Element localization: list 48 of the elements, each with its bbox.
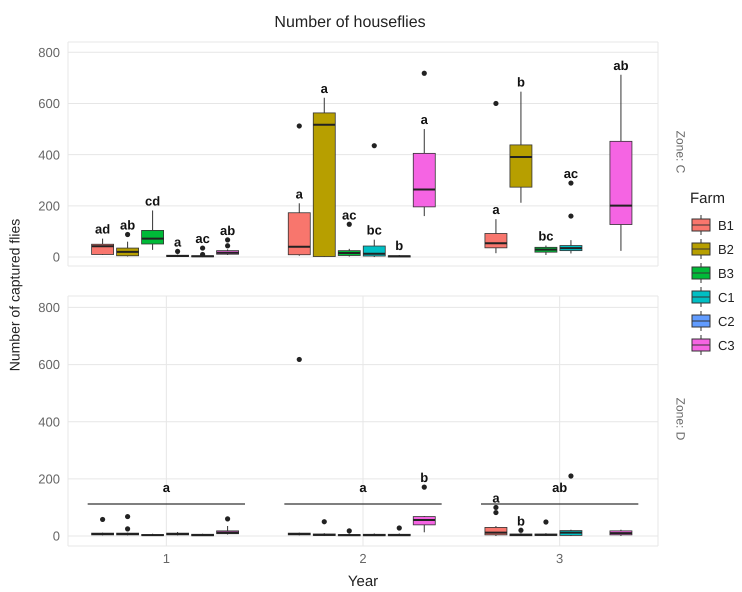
text: a xyxy=(296,186,303,202)
text: ac xyxy=(342,207,356,222)
legend-label: B2 xyxy=(718,242,734,256)
text: b xyxy=(516,513,525,528)
y-tick-label: 600 xyxy=(38,357,60,372)
text: bc xyxy=(538,228,554,244)
legend-label: C2 xyxy=(718,314,735,328)
annotation: a xyxy=(359,480,368,495)
text: a xyxy=(420,112,428,128)
text: a xyxy=(320,80,328,96)
text: ab xyxy=(120,218,136,233)
x-tick-label: 1 xyxy=(162,551,170,566)
y-tick-label: 200 xyxy=(38,198,60,214)
text: a xyxy=(492,490,500,506)
legend-title: Farm xyxy=(690,190,726,207)
text: ac xyxy=(564,166,578,182)
annotation: a xyxy=(162,480,171,495)
y-tick-label: 600 xyxy=(38,96,60,112)
y-tick-label: 800 xyxy=(38,300,60,316)
legend-label: B3 xyxy=(718,266,734,280)
text: Zone: D xyxy=(673,398,687,440)
text: b xyxy=(420,470,428,486)
text: a xyxy=(174,234,182,250)
text: b xyxy=(395,238,404,253)
text: bc xyxy=(366,222,382,238)
x-tick-label: 3 xyxy=(556,551,564,566)
y-tick-label: 800 xyxy=(38,44,60,60)
y-tick-label: 400 xyxy=(38,147,60,162)
y-tick-label: 0 xyxy=(52,250,60,265)
y-axis-title: Number of captured flies xyxy=(6,218,22,372)
text: cd xyxy=(145,193,160,208)
text: ac xyxy=(195,231,210,246)
text: b xyxy=(516,74,525,90)
text: Zone: C xyxy=(673,130,687,174)
text: ab xyxy=(220,222,236,238)
text: a xyxy=(492,202,500,218)
x-tick-label: 2 xyxy=(359,551,367,566)
text: ab xyxy=(613,58,629,73)
annotation: ab xyxy=(552,480,568,495)
text: ad xyxy=(95,222,110,237)
y-tick-label: 0 xyxy=(52,528,60,544)
legend-label: B1 xyxy=(718,218,734,232)
chart-title: Number of houseflies xyxy=(273,14,427,32)
x-axis-title: Year xyxy=(348,573,378,590)
y-tick-label: 200 xyxy=(38,471,60,486)
legend-label: C3 xyxy=(718,338,735,352)
legend-label: C1 xyxy=(718,290,735,304)
y-tick-label: 400 xyxy=(38,414,60,430)
